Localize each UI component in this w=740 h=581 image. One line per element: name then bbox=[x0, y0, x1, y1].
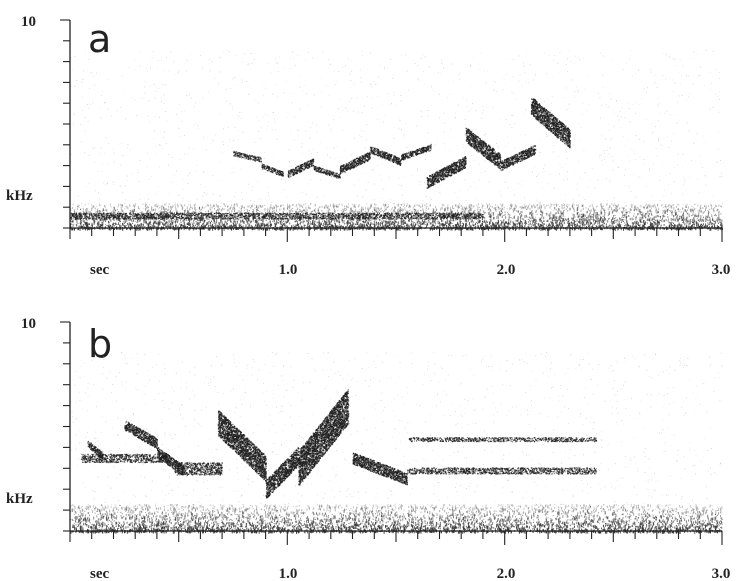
spectrogram-element bbox=[400, 144, 432, 162]
spectrogram-element bbox=[124, 420, 159, 449]
spectrogram-element bbox=[426, 156, 467, 189]
panel-b-x-tick-2: 2.0 bbox=[497, 566, 516, 581]
spectrogram-element bbox=[287, 158, 315, 178]
panel-b-y-axis-label: kHz bbox=[6, 491, 33, 507]
panel-a-y-axis-label: kHz bbox=[6, 188, 33, 204]
spectrogram-element bbox=[87, 440, 104, 460]
spectrogram-element bbox=[339, 151, 372, 174]
panel-a-x-tick-2: 2.0 bbox=[497, 262, 516, 278]
spectrogram-element bbox=[407, 467, 598, 475]
background-noise bbox=[70, 50, 723, 229]
panel-b-y-max-label: 10 bbox=[21, 316, 36, 332]
spectrogram-element bbox=[80, 453, 169, 464]
panel-a-x-axis-label: sec bbox=[90, 262, 109, 278]
spectrogram-element bbox=[298, 388, 350, 486]
panel-a-label: a bbox=[88, 17, 111, 61]
panel-b-x-tick-1: 1.0 bbox=[279, 566, 298, 581]
spectrogram-element bbox=[500, 145, 537, 172]
spectrogram-element bbox=[265, 447, 300, 499]
panel-a-x-tick-3: 3.0 bbox=[712, 262, 731, 278]
panel-b: b 10 kHz sec 1.0 2.0 3.0 bbox=[6, 316, 730, 581]
panel-b-label: b bbox=[88, 322, 112, 366]
spectrogram-element bbox=[530, 98, 571, 149]
spectrogram-element bbox=[174, 462, 224, 476]
spectrogram-element bbox=[465, 127, 502, 170]
spectrogram-element bbox=[233, 150, 262, 163]
spectrogram-element bbox=[313, 165, 341, 179]
low-frequency-noise-band bbox=[70, 503, 723, 534]
panel-a: a 10 kHz sec 1.0 2.0 3.0 bbox=[6, 14, 730, 278]
spectrogram-element bbox=[408, 437, 598, 443]
spectrogram-element bbox=[217, 410, 267, 482]
spectrogram-element bbox=[352, 452, 408, 486]
spectrogram-element bbox=[370, 146, 402, 166]
panel-b-x-tick-3: 3.0 bbox=[712, 566, 731, 581]
panel-a-y-max-label: 10 bbox=[21, 14, 36, 30]
panel-b-x-axis-label: sec bbox=[90, 566, 109, 581]
panel-a-x-tick-1: 1.0 bbox=[279, 262, 298, 278]
background-noise bbox=[71, 352, 723, 532]
spectrogram-element bbox=[261, 163, 285, 177]
spectrogram-element bbox=[70, 212, 484, 220]
